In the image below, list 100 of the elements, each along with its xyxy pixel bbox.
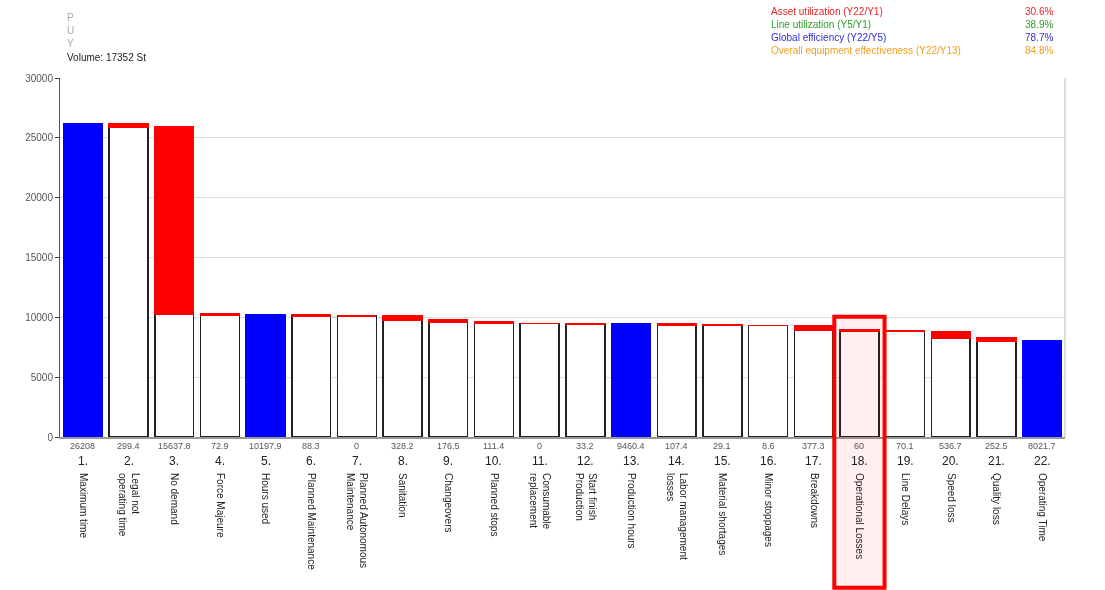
bar — [930, 337, 971, 437]
text: Overall equipment effectiveness (Y22/Y13) — [771, 45, 961, 56]
text: 20. — [942, 454, 959, 468]
text: 9. — [443, 454, 454, 468]
bar — [428, 319, 469, 323]
text: 29.1 — [713, 441, 731, 451]
text: 78.7% — [1025, 32, 1054, 43]
x-tick-label: Force Majeure — [214, 473, 226, 538]
text: 6. — [306, 454, 317, 468]
text: 15. — [714, 454, 731, 468]
text: 38.9% — [1025, 19, 1054, 30]
y-tick-label: 5000 — [30, 371, 54, 383]
text: 84.8% — [1025, 45, 1054, 56]
text: 111.4 — [483, 441, 505, 451]
bar — [428, 321, 469, 437]
x-tick-label: Labor management losses — [664, 473, 689, 560]
x-tick-label: Maximum time — [77, 473, 89, 539]
text: 299.4 — [117, 441, 140, 451]
x-tick-label: Legal not operating time — [116, 473, 141, 537]
y-tick-label: 15000 — [25, 252, 54, 263]
bar — [930, 330, 971, 339]
bar — [976, 337, 1017, 342]
bar — [656, 324, 697, 437]
text: 377.3 — [802, 441, 825, 451]
bar — [199, 314, 241, 437]
text: 14. — [668, 454, 685, 468]
bar — [747, 324, 789, 437]
text: 252.5 — [985, 441, 1008, 451]
bar — [291, 315, 332, 437]
bar — [245, 314, 286, 437]
text: 7. — [352, 454, 363, 468]
data-label: 26208 — [70, 441, 96, 451]
text: Volume: 17352 St — [67, 52, 147, 63]
text: 10. — [485, 454, 502, 468]
y-tick-label: 30000 — [25, 72, 54, 84]
text: Global efficiency (Y22/Y5) — [771, 32, 887, 43]
bar — [382, 319, 423, 437]
text: 70.1 — [896, 441, 914, 451]
bar — [519, 322, 560, 437]
text: 15637.8 — [158, 441, 191, 451]
bar — [336, 315, 378, 437]
text: 33.2 — [576, 441, 594, 451]
bar — [976, 340, 1017, 437]
text: Asset utilization (Y22/Y1) — [771, 6, 883, 17]
bar — [565, 323, 606, 437]
bar — [473, 322, 515, 437]
text: 2. — [124, 454, 135, 468]
text: 4. — [215, 454, 226, 468]
text: 88.3 — [302, 441, 320, 451]
text: 22. — [1034, 454, 1051, 468]
text: 21. — [988, 454, 1005, 468]
text: 328.2 — [391, 441, 414, 451]
x-tick-label: Changeovers — [443, 473, 455, 533]
x-tick-label: Planned Maintenance — [306, 473, 317, 571]
bar — [62, 122, 104, 437]
text: 1. — [78, 454, 89, 468]
text: 107.4 — [665, 441, 688, 451]
bar — [108, 122, 149, 128]
text: 5. — [261, 454, 272, 468]
text: 60 — [854, 441, 865, 451]
text: 0 — [537, 441, 543, 451]
text: 176.5 — [437, 441, 460, 451]
bar — [108, 126, 149, 437]
bar — [382, 315, 423, 321]
bar — [1021, 340, 1063, 437]
y-tick-label: 0 — [47, 431, 54, 443]
x-tick-label: Consumable replacement — [527, 473, 552, 530]
y-tick-label: 20000 — [25, 192, 54, 204]
text: 19. — [897, 454, 914, 468]
text: 72.9 — [211, 441, 229, 451]
text: 11. — [532, 454, 548, 468]
bar — [702, 324, 743, 437]
text: 16. — [760, 454, 777, 468]
x-tick-label: Sanitation — [397, 473, 409, 518]
x-tick-label: Breakdowns — [808, 473, 820, 529]
x-tick-label: Hours used — [260, 473, 272, 525]
text: 536.7 — [939, 441, 962, 451]
x-tick-label: Minor stoppages — [762, 473, 774, 547]
text: 0 — [354, 441, 360, 451]
bar — [610, 323, 652, 437]
data-label: 9460.4 — [617, 441, 645, 451]
text: 30.6% — [1025, 6, 1054, 17]
text: Line utilization (Y5/Y1) — [771, 19, 872, 30]
x-tick-label: Operating Time — [1036, 473, 1048, 542]
x-tick-label: Speed loss — [945, 473, 957, 523]
text: 8. — [398, 454, 409, 468]
text: 3. — [169, 454, 180, 468]
bar — [154, 313, 195, 437]
y-tick-label: 10000 — [25, 311, 54, 323]
bar — [154, 126, 195, 315]
data-label: 8021.7 — [1028, 441, 1056, 451]
x-tick-label: Production hours — [625, 473, 637, 549]
y-tick-label: 25000 — [25, 132, 54, 144]
text: 12. — [577, 454, 594, 468]
x-tick-label: Quality loss — [991, 473, 1003, 525]
x-tick-label: Line Delays — [899, 473, 911, 526]
text: 8.6 — [762, 441, 775, 451]
text: PUY — [67, 12, 75, 49]
text: 18. — [851, 454, 868, 468]
x-tick-label: Operational Losses — [854, 473, 866, 560]
